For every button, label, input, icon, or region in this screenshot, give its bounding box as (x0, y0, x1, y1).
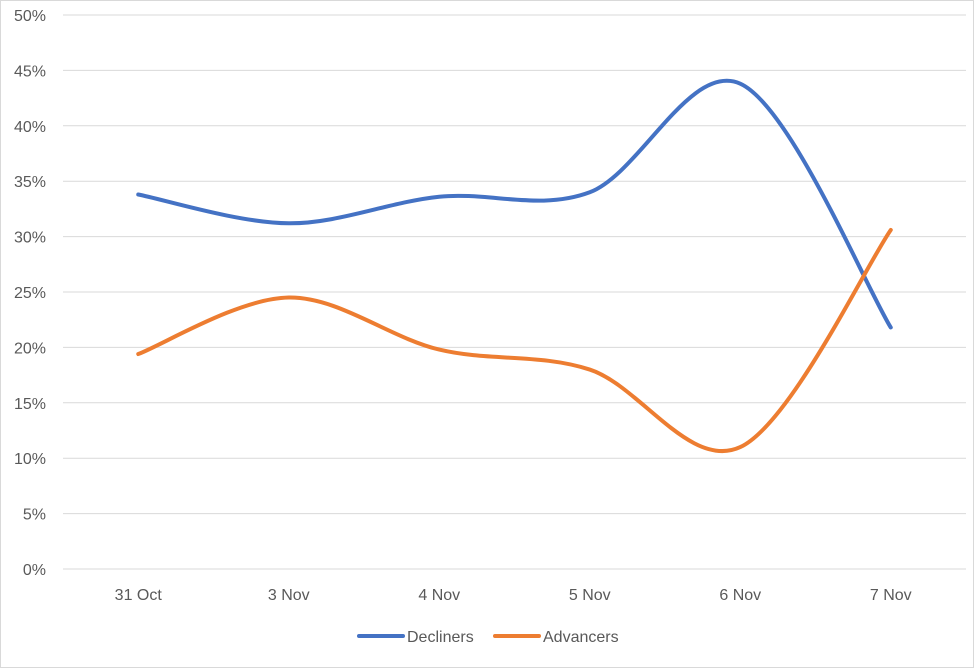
y-tick-label: 20% (14, 340, 46, 357)
y-tick-label: 25% (14, 285, 46, 302)
x-tick-label: 5 Nov (569, 587, 611, 604)
y-tick-label: 30% (14, 230, 46, 247)
y-tick-label: 50% (14, 8, 46, 25)
gridlines (63, 14, 966, 570)
legend-label: Decliners (407, 629, 474, 646)
series-lines (136, 78, 893, 454)
x-tick-label: 3 Nov (268, 587, 310, 604)
y-tick-label: 35% (14, 174, 46, 191)
series-line-advancers (136, 227, 893, 454)
y-tick-label: 0% (23, 562, 46, 579)
y-tick-label: 45% (14, 63, 46, 80)
y-tick-label: 15% (14, 396, 46, 413)
legend-item-advancers: Advancers (493, 629, 619, 646)
x-axis: 31 Oct 3 Nov 4 Nov 5 Nov 6 Nov 7 Nov (115, 587, 912, 604)
legend-item-decliners: Decliners (357, 629, 474, 646)
series-line-decliners (136, 78, 893, 330)
legend: Decliners Advancers (357, 629, 619, 646)
legend-label: Advancers (543, 629, 619, 646)
x-tick-label: 7 Nov (870, 587, 912, 604)
x-tick-label: 6 Nov (719, 587, 761, 604)
y-tick-label: 10% (14, 451, 46, 468)
y-axis: 0% 5% 10% 15% 20% 25% 30% 35% 40% 45% 50% (14, 8, 46, 579)
x-tick-label: 4 Nov (418, 587, 460, 604)
x-tick-label: 31 Oct (115, 587, 163, 604)
y-tick-label: 5% (23, 507, 46, 524)
y-tick-label: 40% (14, 119, 46, 136)
